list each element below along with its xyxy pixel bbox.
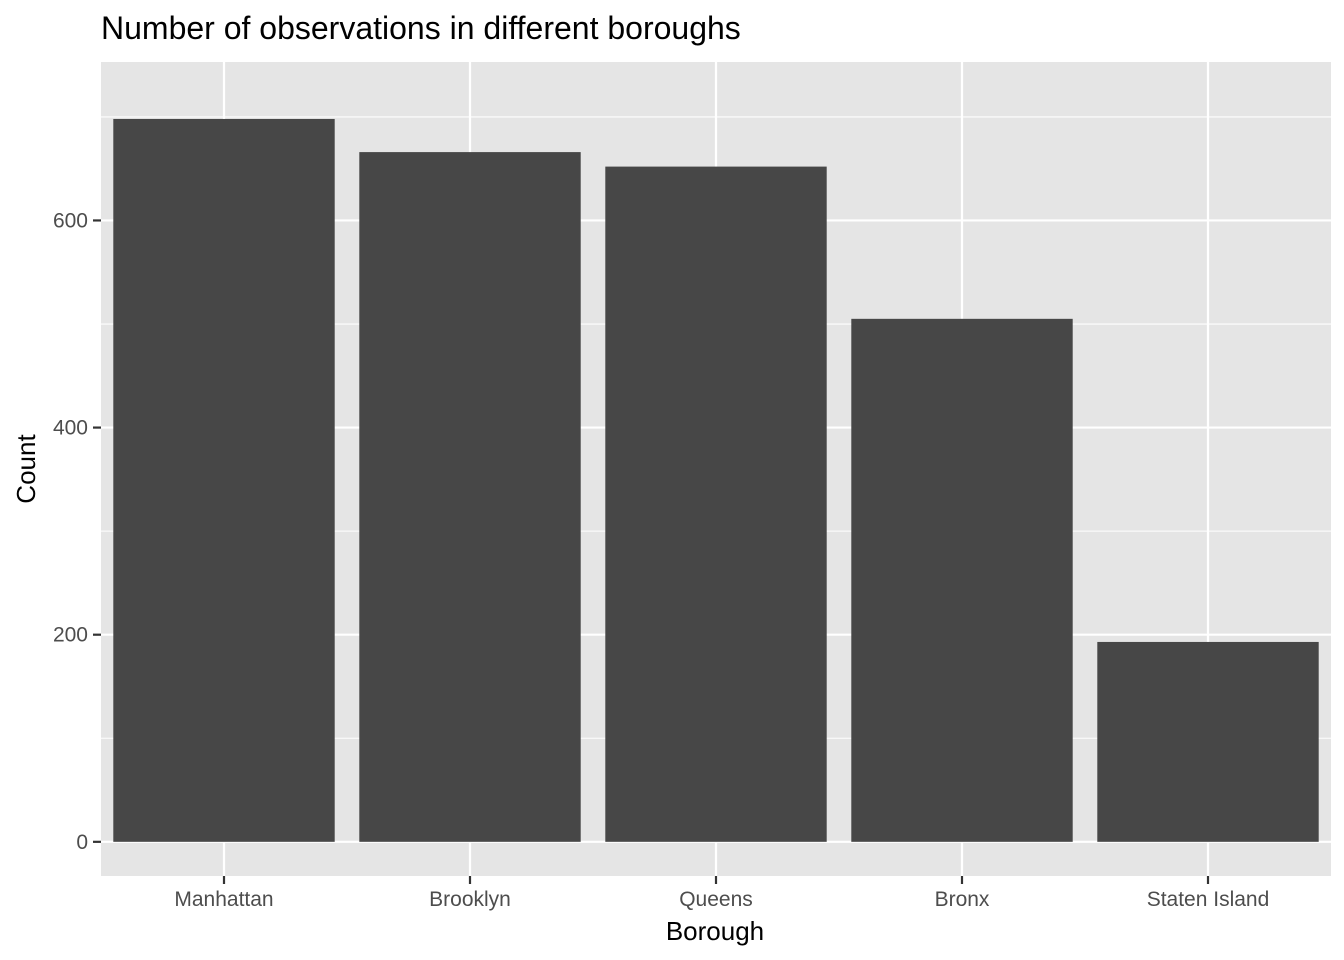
bar-staten-island (1097, 641, 1319, 842)
x-tick-label: Brooklyn (429, 888, 511, 911)
y-tick-label: 200 (53, 624, 88, 647)
y-axis-title: Count (11, 434, 41, 504)
y-tick-label: 600 (53, 209, 88, 232)
x-tick-label: Queens (679, 888, 753, 911)
x-tick-label: Bronx (935, 888, 990, 911)
bar-brooklyn (359, 152, 581, 842)
bars (113, 118, 1319, 842)
bar-manhattan (113, 118, 335, 842)
y-tick-label: 0 (76, 831, 88, 854)
bar-bronx (851, 318, 1073, 842)
x-tick-label: Staten Island (1147, 888, 1270, 911)
y-tick-label: 400 (53, 417, 88, 440)
bar-queens (605, 166, 827, 842)
x-axis-title: Borough (666, 916, 764, 946)
x-tick-label: Manhattan (174, 888, 273, 911)
chart-title: Number of observations in different boro… (101, 10, 741, 46)
axes: 0 200 400 600 Manhattan Brooklyn Queens Bronx St… (53, 209, 1269, 911)
